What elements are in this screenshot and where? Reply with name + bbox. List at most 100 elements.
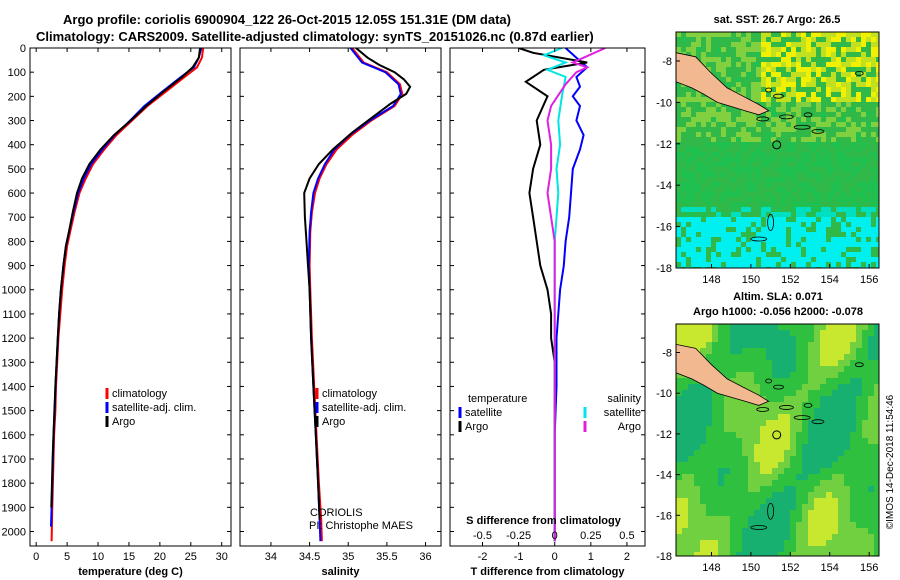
map-cell	[781, 127, 786, 132]
map-cell	[681, 207, 686, 212]
map-cell	[790, 408, 796, 414]
map-cell	[756, 72, 761, 77]
map-cell	[831, 132, 836, 137]
map-cell	[808, 414, 814, 420]
salinity-series-climatology	[308, 48, 404, 542]
map-cell	[696, 247, 701, 252]
map-cell	[766, 217, 771, 222]
map-cell	[771, 122, 776, 127]
map-cell	[856, 456, 862, 462]
map-cell	[786, 177, 791, 182]
map-cell	[862, 444, 868, 450]
map-cell	[691, 122, 696, 127]
map-cell	[790, 402, 796, 408]
map-cell	[874, 432, 879, 438]
map-cell	[876, 232, 879, 237]
map-cell	[756, 132, 761, 137]
map-cell	[801, 177, 806, 182]
map-cell	[778, 456, 784, 462]
map-cell	[811, 82, 816, 87]
map-cell	[816, 157, 821, 162]
map-cell	[844, 552, 850, 556]
map-cell	[701, 192, 706, 197]
map-cell	[851, 42, 856, 47]
depth-tick-label: 700	[8, 212, 26, 224]
map-cell	[791, 102, 796, 107]
map-cell	[781, 172, 786, 177]
map-cell	[700, 468, 706, 474]
map-cell	[802, 384, 808, 390]
map-cell	[730, 540, 736, 546]
map-cell	[682, 480, 688, 486]
map-cell	[771, 137, 776, 142]
map-cell	[691, 92, 696, 97]
diff-legend-title-temperature: temperature	[468, 393, 527, 405]
map-cell	[766, 142, 771, 147]
map-cell	[836, 227, 841, 232]
sla-map-ytick-label: -8	[662, 347, 672, 359]
map-cell	[736, 232, 741, 237]
map-cell	[742, 324, 748, 330]
sst-map-reef-outline	[778, 114, 794, 120]
map-cell	[802, 546, 808, 552]
map-cell	[876, 142, 879, 147]
map-cell	[796, 127, 801, 132]
map-cell	[754, 432, 760, 438]
map-cell	[811, 47, 816, 52]
map-cell	[836, 252, 841, 257]
map-cell	[806, 107, 811, 112]
map-cell	[826, 102, 831, 107]
map-cell	[746, 192, 751, 197]
map-cell	[716, 72, 721, 77]
sst-map-reef-outline	[765, 87, 773, 93]
map-cell	[826, 97, 831, 102]
map-cell	[821, 97, 826, 102]
map-cell	[751, 187, 756, 192]
map-cell	[831, 97, 836, 102]
map-cell	[682, 432, 688, 438]
map-cell	[736, 62, 741, 67]
map-cell	[844, 408, 850, 414]
map-cell	[786, 102, 791, 107]
map-cell	[826, 360, 832, 366]
map-cell	[736, 172, 741, 177]
map-cell	[856, 127, 861, 132]
map-cell	[856, 462, 862, 468]
map-cell	[731, 202, 736, 207]
map-cell	[850, 432, 856, 438]
map-cell	[716, 212, 721, 217]
map-cell	[701, 182, 706, 187]
map-cell	[741, 142, 746, 147]
map-cell	[724, 540, 730, 546]
map-cell	[721, 262, 726, 267]
map-cell	[766, 202, 771, 207]
map-cell	[711, 132, 716, 137]
salinity-legend-label: climatology	[322, 388, 378, 400]
map-cell	[721, 152, 726, 157]
map-cell	[868, 552, 874, 556]
map-cell	[701, 57, 706, 62]
map-cell	[874, 336, 879, 342]
map-cell	[784, 396, 790, 402]
map-cell	[676, 247, 681, 252]
map-cell	[781, 142, 786, 147]
map-cell	[806, 217, 811, 222]
map-cell	[706, 187, 711, 192]
map-cell	[868, 348, 874, 354]
map-cell	[791, 122, 796, 127]
map-cell	[844, 420, 850, 426]
map-cell	[778, 324, 784, 330]
map-cell	[721, 257, 726, 262]
map-cell	[866, 257, 871, 262]
sla-map-title1: Altim. SLA: 0.071	[733, 291, 823, 303]
sla-map-reef-outline	[811, 419, 825, 425]
map-cell	[736, 402, 742, 408]
map-cell	[826, 142, 831, 147]
map-cell	[876, 42, 879, 47]
map-cell	[871, 52, 876, 57]
map-cell	[844, 456, 850, 462]
map-cell	[836, 52, 841, 57]
map-cell	[861, 162, 866, 167]
map-cell	[784, 492, 790, 498]
map-cell	[781, 137, 786, 142]
